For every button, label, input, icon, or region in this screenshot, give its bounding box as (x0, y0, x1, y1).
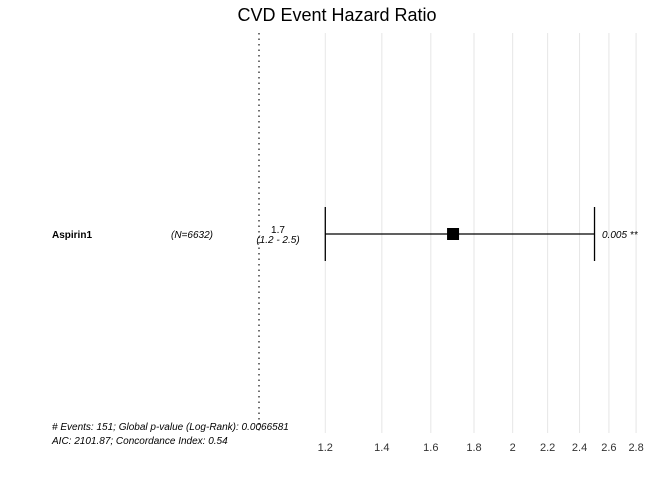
forest-rows: Aspirin1 (N=6632) 1.7(1.2 - 2.5) 0.005 ** (52, 207, 639, 261)
x-tick-label: 1.8 (466, 442, 481, 454)
x-tick-label: 2 (510, 442, 516, 454)
row-n-label: (N=6632) (171, 230, 213, 241)
row-p-value: 0.005 ** (602, 230, 639, 241)
chart-title: CVD Event Hazard Ratio (237, 5, 436, 25)
estimate-point (447, 228, 460, 240)
footer-aic: AIC: 2101.87; Concordance Index: 0.54 (51, 436, 228, 447)
x-tick-label: 2.6 (601, 442, 616, 454)
x-axis: 1.2 1.4 1.6 1.8 2 2.2 2.4 2.6 2.8 (318, 442, 644, 454)
row-estimate-label: 1.7 (271, 225, 285, 236)
row-ci-label: (1.2 - 2.5) (256, 235, 299, 246)
x-tick-label: 2.4 (572, 442, 587, 454)
x-tick-label: 1.4 (374, 442, 389, 454)
x-tick-label: 1.6 (423, 442, 438, 454)
x-tick-label: 2.2 (540, 442, 555, 454)
footer-events: # Events: 151; Global p-value (Log-Rank)… (52, 422, 289, 433)
row-variable-label: Aspirin1 (52, 230, 92, 241)
x-tick-label: 2.8 (628, 442, 643, 454)
forest-row: Aspirin1 (N=6632) 1.7(1.2 - 2.5) 0.005 ** (52, 207, 639, 261)
x-tick-label: 1.2 (318, 442, 333, 454)
gridlines (324, 33, 637, 433)
